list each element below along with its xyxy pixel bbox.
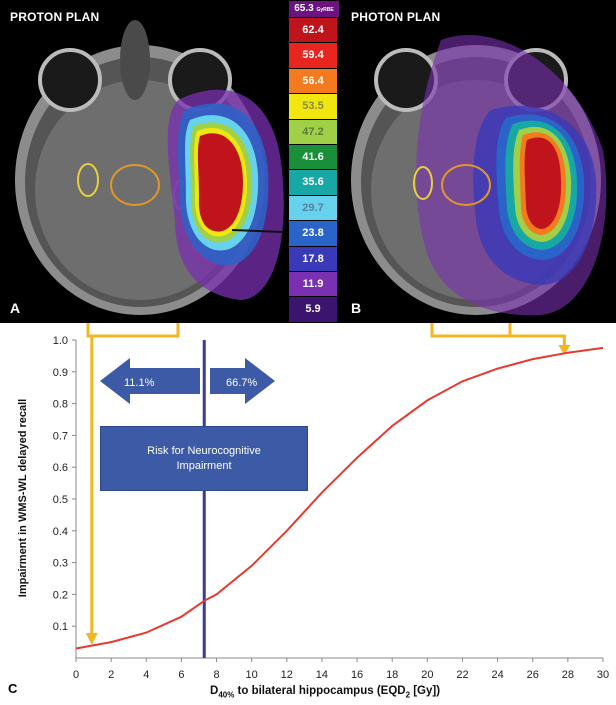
x-tick-label: 6 xyxy=(178,669,184,681)
panel-b-letter: B xyxy=(351,300,362,316)
photon-brain-scan xyxy=(351,34,607,316)
x-tick-label: 30 xyxy=(597,669,609,681)
x-tick-label: 2 xyxy=(108,669,114,681)
colorbar-level: 11.9 xyxy=(289,272,337,297)
colorbar-level: 53.5 xyxy=(289,94,337,119)
colorbar-level: 59.4 xyxy=(289,43,337,68)
proton-plan-title: PROTON PLAN xyxy=(10,10,100,24)
x-tick-label: 18 xyxy=(386,669,398,681)
y-tick-label: 0.9 xyxy=(53,367,68,379)
x-axis-label: D40% to bilateral hippocampus (EQD2 [Gy]… xyxy=(210,685,440,699)
y-tick-label: 1.0 xyxy=(53,335,68,347)
y-tick-label: 0.2 xyxy=(53,589,68,601)
photon-bracket-inner xyxy=(430,323,512,338)
x-tick-label: 26 xyxy=(527,669,539,681)
x-axis-label-sub2: 2 xyxy=(405,690,411,700)
y-axis-label: Impairment in WMS-WL delayed recall xyxy=(17,398,29,598)
x-tick-label: 16 xyxy=(351,669,363,681)
colorbar-max-value: 65.3 xyxy=(294,3,314,14)
proton-arrowhead xyxy=(85,633,98,645)
colorbar-level: 29.7 xyxy=(289,195,337,221)
x-axis-label-sub: 40% xyxy=(218,690,235,700)
x-tick-label: 20 xyxy=(421,669,433,681)
colorbar-level: 5.9 xyxy=(289,297,337,322)
risk-box: Risk for Neurocognitive Impairment xyxy=(100,426,308,491)
x-tick-label: 4 xyxy=(143,669,149,681)
x-tick-label: 14 xyxy=(316,669,328,681)
y-tick-label: 0.3 xyxy=(53,558,68,570)
risk-curve-chart: 0.10.20.30.40.50.60.70.80.91.00 2 4 6 8 10 12 1… xyxy=(53,323,609,681)
y-tick-label: 0.4 xyxy=(53,526,68,538)
y-tick-label: 0.5 xyxy=(53,494,68,506)
x-tick-label: 0 xyxy=(73,669,79,681)
photon-plan-title: PHOTON PLAN xyxy=(351,10,441,24)
y-tick-label: 0.6 xyxy=(53,462,68,474)
x-axis-label-end: [Gy]) xyxy=(410,685,441,697)
x-tick-label: 28 xyxy=(562,669,574,681)
photon-plan-image: PHOTON PLAN B xyxy=(341,0,616,323)
colorbar-level: 41.6 xyxy=(289,145,337,170)
y-tick-label: 0.8 xyxy=(53,399,68,411)
dose-colorbar: 65.3 GyRBE 62.4 59.4 56.4 53.5 47.2 41.6 35.6 2… xyxy=(286,0,341,323)
x-tick-label: 12 xyxy=(281,669,293,681)
x-axis-label-main: D xyxy=(210,685,219,697)
left-arrow-label: 11.1% xyxy=(124,377,155,389)
panel-c-letter: C xyxy=(8,681,18,696)
right-arrow xyxy=(210,358,275,404)
risk-curve xyxy=(75,346,604,650)
x-tick-label: 24 xyxy=(491,669,503,681)
colorbar-level: 47.2 xyxy=(289,119,337,144)
panel-a-letter: A xyxy=(10,300,21,316)
y-tick-label: 0.1 xyxy=(53,621,68,633)
photon-arrowhead xyxy=(558,345,571,355)
x-tick-label: 10 xyxy=(246,669,258,681)
x-axis-label-rest: to bilateral hippocampus (EQD xyxy=(234,685,406,697)
proton-bracket xyxy=(86,323,180,338)
x-tick-label: 22 xyxy=(456,669,468,681)
proton-plan-image: PROTON PLAN A xyxy=(0,0,286,323)
colorbar-level: 62.4 xyxy=(289,18,337,43)
colorbar-level: 23.8 xyxy=(289,221,337,246)
colorbar-level: 56.4 xyxy=(289,68,337,94)
risk-box-text: Risk for Neurocognitive Impairment xyxy=(147,444,261,472)
left-arrow xyxy=(100,358,200,404)
right-arrow-label: 66.7% xyxy=(226,377,258,389)
x-tick-label: 8 xyxy=(213,669,219,681)
colorbar-level: 35.6 xyxy=(289,170,337,195)
proton-brain-scan xyxy=(15,20,284,315)
colorbar-level: 17.8 xyxy=(289,246,337,271)
colorbar-max: 65.3 GyRBE xyxy=(289,1,339,17)
photon-dose-line xyxy=(510,334,566,348)
colorbar-unit: GyRBE xyxy=(316,7,334,13)
y-tick-label: 0.7 xyxy=(53,430,68,442)
